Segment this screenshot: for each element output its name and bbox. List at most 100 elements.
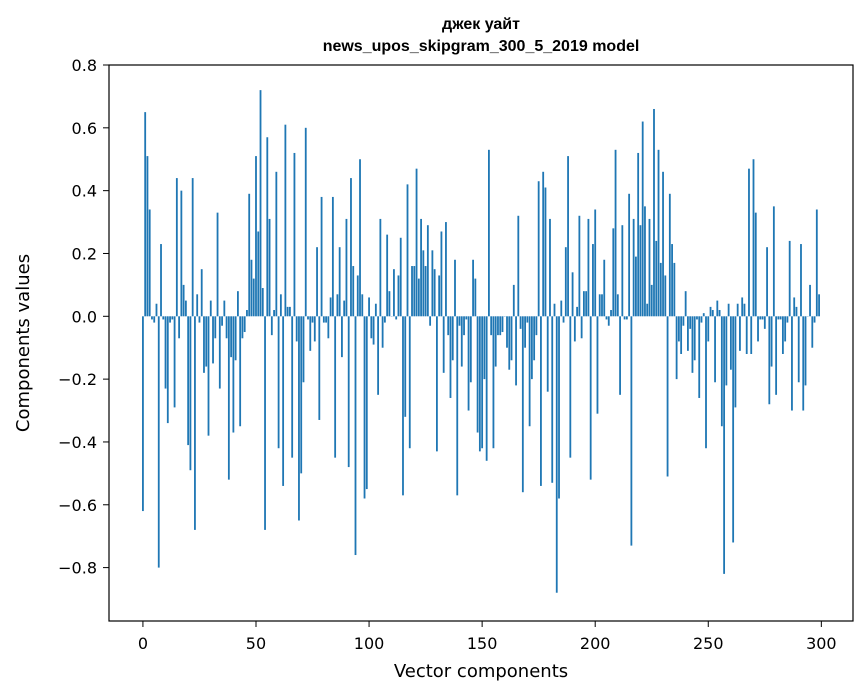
bar [386, 234, 389, 317]
bar [230, 316, 233, 358]
y-tick-label: 0.8 [72, 56, 97, 75]
bar [650, 284, 653, 317]
bar [732, 316, 735, 543]
bar [232, 316, 235, 433]
bar [316, 247, 318, 317]
bar [729, 316, 732, 370]
bar [370, 316, 373, 339]
bar [770, 316, 773, 367]
bar [526, 316, 529, 323]
bar [809, 284, 811, 317]
bar-series [142, 90, 820, 593]
bar [517, 215, 520, 317]
bar [709, 306, 712, 317]
bar [302, 316, 305, 383]
bar [261, 288, 264, 317]
bar [766, 247, 768, 317]
y-tick-label: 0.4 [72, 182, 97, 201]
bar [605, 316, 608, 320]
bar [671, 244, 673, 317]
bar [524, 316, 526, 348]
bar [530, 316, 533, 380]
bar [664, 275, 667, 317]
bar [246, 310, 248, 317]
bar [361, 294, 364, 317]
bar [433, 269, 436, 317]
bar [259, 90, 262, 317]
bar [693, 316, 696, 361]
bar [521, 316, 524, 493]
plot-frame [108, 64, 854, 622]
bar [659, 262, 662, 317]
bar [612, 228, 615, 317]
y-axis-label: Components values [13, 254, 34, 432]
bar [576, 306, 579, 317]
bar [662, 171, 664, 317]
bar [207, 316, 210, 436]
bar [560, 300, 563, 317]
bar [725, 316, 728, 386]
y-axis-ticks: −0.8 −0.6 −0.4 −0.2 0.0 0.2 0.4 0.6 0.8 [58, 56, 109, 578]
bar [619, 316, 621, 395]
bar [345, 218, 348, 317]
bar [395, 316, 398, 320]
bar [318, 316, 321, 420]
bar [393, 269, 395, 317]
bar [451, 316, 454, 361]
bar [157, 316, 160, 568]
bar [472, 259, 474, 317]
bar [533, 316, 536, 361]
bar [300, 316, 303, 474]
bar [164, 316, 167, 389]
bar [442, 316, 445, 373]
bar [601, 294, 603, 317]
bar [203, 316, 205, 373]
bar [175, 178, 178, 317]
bar [284, 124, 287, 317]
bar [777, 316, 780, 320]
bar [372, 316, 375, 345]
bar [519, 316, 522, 329]
bar [295, 316, 298, 342]
bar [490, 316, 493, 336]
bar [422, 250, 425, 317]
bar [356, 275, 359, 317]
bar [327, 316, 330, 339]
bar [368, 297, 370, 317]
y-tick-label: 0.6 [72, 119, 97, 138]
bar [460, 316, 463, 367]
bar [804, 316, 807, 386]
bar [698, 316, 701, 398]
bar [528, 316, 531, 427]
bar [714, 316, 716, 383]
bar [431, 250, 434, 317]
bar [569, 316, 572, 458]
bar [535, 316, 538, 336]
bar [374, 303, 377, 317]
bar [510, 316, 513, 361]
bar [155, 303, 158, 317]
bar [273, 310, 275, 317]
bar [815, 209, 818, 317]
bar [218, 316, 221, 389]
bar [668, 193, 671, 317]
bar [700, 316, 703, 323]
bar [289, 306, 291, 317]
bar [331, 196, 334, 317]
x-tick-label: 50 [246, 634, 266, 653]
bar [635, 256, 637, 317]
chart-title-line-1: джек уайт [442, 16, 520, 33]
bar [587, 218, 590, 317]
bar [675, 316, 678, 380]
bar [270, 316, 273, 336]
bar [795, 306, 798, 317]
bar [630, 316, 633, 546]
bar [436, 316, 438, 452]
bar [411, 266, 413, 317]
bar [212, 316, 214, 364]
bar [653, 108, 655, 317]
bar [180, 190, 183, 317]
bar [736, 303, 739, 317]
bar [408, 316, 411, 449]
bar [800, 244, 802, 317]
